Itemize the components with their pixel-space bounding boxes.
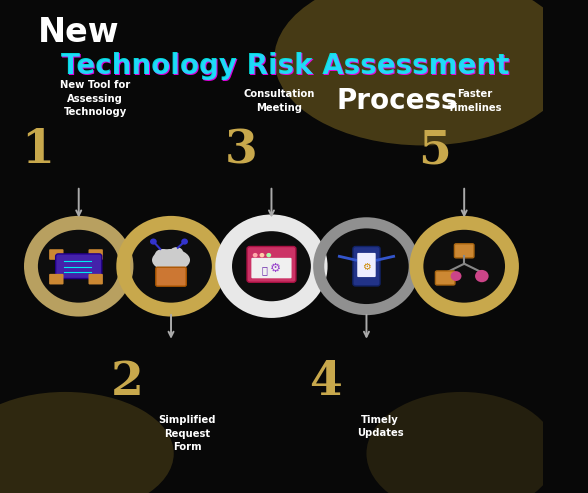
Text: Process: Process [336,87,458,115]
FancyBboxPatch shape [156,267,186,286]
FancyBboxPatch shape [49,249,64,260]
FancyBboxPatch shape [49,274,64,284]
Text: 1: 1 [22,127,55,174]
FancyBboxPatch shape [89,249,103,260]
FancyBboxPatch shape [353,246,380,286]
Text: 5: 5 [418,127,451,174]
Ellipse shape [0,392,173,493]
Circle shape [450,271,462,281]
Circle shape [475,270,489,282]
Ellipse shape [366,392,556,493]
Circle shape [150,239,157,245]
Text: 2: 2 [111,359,144,405]
Text: 3: 3 [225,127,258,174]
Circle shape [259,253,265,257]
FancyBboxPatch shape [455,244,474,258]
Circle shape [266,253,271,257]
Text: Timely
Updates: Timely Updates [357,415,403,438]
Text: Simplified
Request
Form: Simplified Request Form [159,415,216,453]
Circle shape [223,223,319,310]
FancyBboxPatch shape [247,246,296,282]
Text: 🔍: 🔍 [262,265,268,275]
Circle shape [253,253,258,257]
Text: New: New [38,16,119,48]
Circle shape [319,223,415,310]
Text: ⚙: ⚙ [362,262,371,273]
Ellipse shape [152,249,190,271]
Text: 4: 4 [309,359,342,405]
Text: Technology Risk Assessment: Technology Risk Assessment [61,52,509,79]
Circle shape [181,239,188,245]
Text: Consultation
Meeting: Consultation Meeting [244,89,315,113]
Text: Technology Risk Assessment: Technology Risk Assessment [62,53,511,80]
FancyBboxPatch shape [89,274,103,284]
FancyBboxPatch shape [56,254,102,279]
FancyBboxPatch shape [436,271,455,285]
Ellipse shape [170,247,183,258]
Text: New Tool for
Assessing
Technology: New Tool for Assessing Technology [60,80,130,117]
Circle shape [123,223,219,310]
Circle shape [416,223,512,310]
Text: Faster
Timelines: Faster Timelines [448,89,502,113]
Ellipse shape [155,249,171,261]
FancyBboxPatch shape [358,253,376,277]
Circle shape [31,223,126,310]
Text: ⚙: ⚙ [270,262,281,275]
Ellipse shape [274,0,573,145]
FancyBboxPatch shape [252,258,292,278]
